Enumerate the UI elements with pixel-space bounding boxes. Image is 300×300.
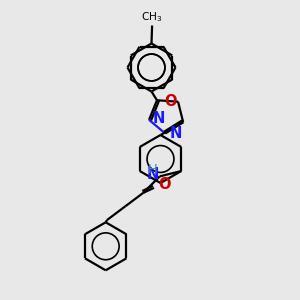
Text: N: N xyxy=(153,111,165,126)
Text: N: N xyxy=(146,167,159,182)
Text: O: O xyxy=(164,94,177,109)
Text: O: O xyxy=(158,177,171,192)
Text: N: N xyxy=(169,126,182,141)
Text: CH$_3$: CH$_3$ xyxy=(141,10,163,24)
Text: H: H xyxy=(147,163,157,176)
